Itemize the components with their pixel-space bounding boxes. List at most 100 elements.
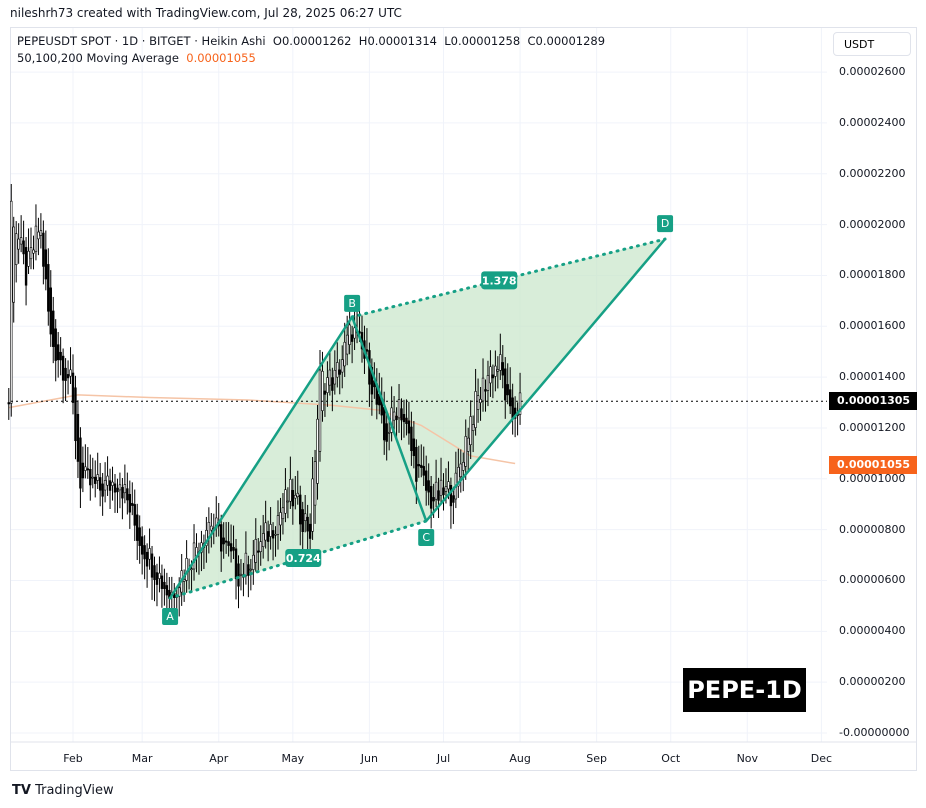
candle-body [504, 368, 507, 401]
candle-body [284, 489, 287, 514]
candle-body [64, 367, 67, 381]
pattern-fill-bcd [352, 239, 666, 521]
candle-body [74, 387, 77, 442]
candle-body [420, 464, 423, 468]
time-tick-label: Oct [661, 752, 681, 765]
candle-body [469, 416, 472, 446]
candle-body [239, 573, 243, 576]
candle-body [447, 481, 450, 490]
time-tick-label: Feb [63, 752, 83, 765]
ma-price-label: 0.00001055 [829, 456, 917, 474]
candle-body [481, 377, 485, 402]
candle-body [321, 370, 324, 411]
credit-text: nileshrh73 created with TradingView.com,… [10, 6, 402, 20]
candle-body [237, 563, 240, 587]
brand-text: TradingView [35, 783, 114, 798]
currency-button[interactable]: USDT [833, 32, 911, 56]
candle-body [160, 575, 164, 589]
ma-label: 50,100,200 Moving Average [17, 51, 179, 65]
candle-body [7, 402, 10, 405]
ohlc-legend: PEPEUSDT SPOT · 1D · BITGET · Heikin Ash… [17, 34, 605, 48]
candle-body [128, 494, 132, 513]
candle-body [496, 369, 500, 372]
candle-body [484, 389, 487, 392]
candle-body [178, 587, 181, 597]
time-tick-label: Jul [436, 752, 451, 765]
candle-body [111, 481, 114, 486]
candle-body [71, 372, 75, 403]
candle-body [501, 362, 504, 376]
candle-body [227, 541, 230, 546]
candle-body [133, 504, 136, 526]
candle-body [427, 480, 430, 493]
candle-body [407, 420, 411, 434]
candle-body [252, 554, 255, 570]
candle-body [444, 486, 448, 492]
tradingview-logo[interactable]: TV TradingView [12, 783, 114, 798]
candle-body [316, 418, 319, 484]
candle-body [153, 565, 156, 580]
candle-body [123, 484, 127, 494]
price-tick-label: 0.00002400 [839, 115, 906, 129]
candle-body [118, 484, 122, 491]
ma-legend[interactable]: 50,100,200 Moving Average 0.00001055 [17, 51, 256, 65]
price-tick-label: 0.00002600 [839, 65, 906, 79]
candle-body [244, 552, 248, 577]
candle-body [143, 545, 146, 560]
ratio-badge [285, 548, 322, 567]
price-tick-label: 0.00000200 [839, 675, 906, 689]
candle-body [79, 437, 82, 489]
candle-body [52, 310, 55, 347]
candle-body [91, 476, 94, 479]
candle-body [224, 540, 228, 543]
candle-body [205, 530, 208, 546]
open-value: O0.00001262 [272, 34, 352, 48]
candle-body [37, 231, 40, 240]
candle-body [84, 466, 87, 471]
candle-body [395, 415, 398, 420]
candle-body [264, 522, 267, 541]
candle-body [506, 384, 509, 396]
pattern-point-badge [657, 215, 674, 233]
candle-body [271, 530, 275, 539]
candle-body [353, 327, 356, 339]
candle-body [56, 344, 60, 361]
candle-body [452, 495, 455, 503]
ratio-label: 0.724 [286, 552, 321, 565]
candle-body [259, 541, 262, 552]
candle-body [108, 480, 112, 491]
candle-body [269, 524, 272, 537]
candle-body [429, 486, 433, 509]
candle-body [350, 334, 354, 342]
candle-body [257, 550, 260, 553]
candle-body [343, 341, 346, 367]
tv-logo-icon: TV [12, 783, 31, 798]
candle-body [163, 581, 166, 589]
candle-body [476, 395, 480, 410]
candle-body [323, 390, 327, 395]
candle-body [276, 515, 280, 535]
candle-body [150, 553, 154, 578]
candle-body [370, 367, 374, 395]
candle-body [365, 349, 369, 352]
candle-body [61, 355, 65, 381]
candle-body [131, 502, 134, 506]
price-tick-label: 0.00000800 [839, 522, 906, 536]
candle-body [348, 324, 351, 345]
candle-body [66, 374, 70, 379]
candle-body [301, 509, 304, 532]
ma-value: 0.00001055 [186, 51, 256, 65]
candle-body [383, 407, 386, 441]
candle-body [96, 474, 99, 481]
price-tick-label: 0.00002200 [839, 166, 906, 180]
price-tick-label: 0.00001000 [839, 471, 906, 485]
time-tick-label: Nov [736, 752, 759, 765]
candle-body [286, 500, 290, 503]
candle-body [326, 377, 329, 393]
candle-body [410, 426, 413, 452]
candle-body [192, 542, 196, 570]
candle-body [457, 467, 460, 487]
candle-body [182, 579, 186, 582]
candle-body [39, 230, 43, 236]
